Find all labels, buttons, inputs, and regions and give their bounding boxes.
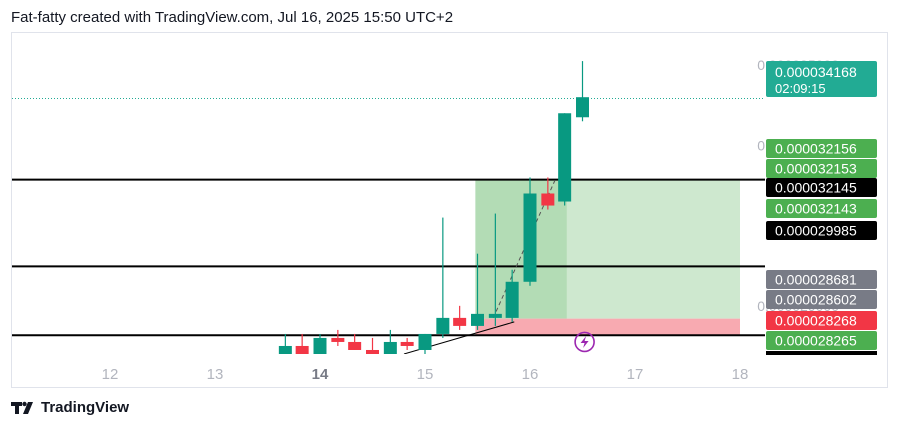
candle-body-1 bbox=[295, 345, 309, 354]
price-label-value-2: 0.000032145 bbox=[775, 180, 857, 196]
candle-body-10 bbox=[453, 317, 467, 326]
candle-body-4 bbox=[348, 341, 362, 350]
last-price-value: 0.000034168 bbox=[775, 64, 857, 80]
brand-name: TradingView bbox=[41, 399, 130, 416]
price-label-cutoff bbox=[766, 351, 877, 355]
price-label-tag-6 bbox=[766, 290, 877, 309]
price-label-tag-2 bbox=[766, 178, 877, 197]
candle-body-13 bbox=[505, 281, 519, 318]
price-label-value-7: 0.000028268 bbox=[775, 313, 857, 329]
x-tick-label-4: 16 bbox=[522, 366, 539, 383]
candle-body-7 bbox=[400, 341, 414, 346]
candle-body-9 bbox=[436, 317, 450, 334]
price-label-tag-5 bbox=[766, 270, 877, 289]
price-label-tag-4 bbox=[766, 221, 877, 240]
x-tick-label-6: 18 bbox=[732, 366, 749, 383]
last-price-tag bbox=[766, 61, 877, 97]
x-tick-label-5: 17 bbox=[627, 366, 644, 383]
last-price-countdown: 02:09:15 bbox=[775, 81, 826, 96]
candle-body-5 bbox=[366, 349, 379, 354]
tradingview-brand[interactable]: TradingView bbox=[11, 399, 129, 416]
candle-body-16 bbox=[558, 113, 572, 202]
candle-body-3 bbox=[331, 337, 345, 342]
plot-area bbox=[12, 61, 765, 354]
candle-body-2 bbox=[313, 337, 327, 354]
candle-body-12 bbox=[488, 313, 502, 318]
price-label-value-0: 0.000032156 bbox=[775, 141, 857, 157]
candle-body-14 bbox=[523, 193, 537, 282]
tradingview-logo-icon bbox=[11, 401, 33, 414]
price-label-tag-1 bbox=[766, 159, 877, 178]
candle-body-11 bbox=[471, 313, 484, 326]
price-label-tag-0 bbox=[766, 139, 877, 158]
price-label-tag-3 bbox=[766, 199, 877, 218]
candle-body-0 bbox=[278, 345, 292, 354]
price-label-value-1: 0.000032153 bbox=[775, 161, 857, 177]
chart-header: Fat-fatty created with TradingView.com, … bbox=[11, 9, 454, 26]
x-tick-label-0: 12 bbox=[102, 366, 119, 383]
price-label-tag-8 bbox=[766, 331, 877, 350]
lightning-marker-icon bbox=[574, 331, 595, 353]
price-label-value-3: 0.000032143 bbox=[775, 201, 857, 217]
candle-body-8 bbox=[418, 333, 432, 350]
price-label-value-5: 0.000028681 bbox=[775, 272, 857, 288]
x-tick-label-1: 13 bbox=[207, 366, 224, 383]
x-tick-label-2: 14 bbox=[312, 366, 329, 383]
price-label-tag-7 bbox=[766, 311, 877, 330]
candle-body-15 bbox=[541, 193, 555, 206]
price-label-value-8: 0.000028265 bbox=[775, 333, 857, 349]
lightning-bolt-icon bbox=[580, 335, 589, 348]
chart-frame bbox=[11, 32, 888, 388]
price-label-value-6: 0.000028602 bbox=[775, 292, 857, 308]
stop-zone bbox=[475, 318, 740, 336]
price-label-value-4: 0.000029985 bbox=[775, 223, 857, 239]
x-tick-label-3: 15 bbox=[417, 366, 434, 383]
candle-body-6 bbox=[383, 341, 397, 354]
candle-body-17 bbox=[576, 97, 589, 118]
